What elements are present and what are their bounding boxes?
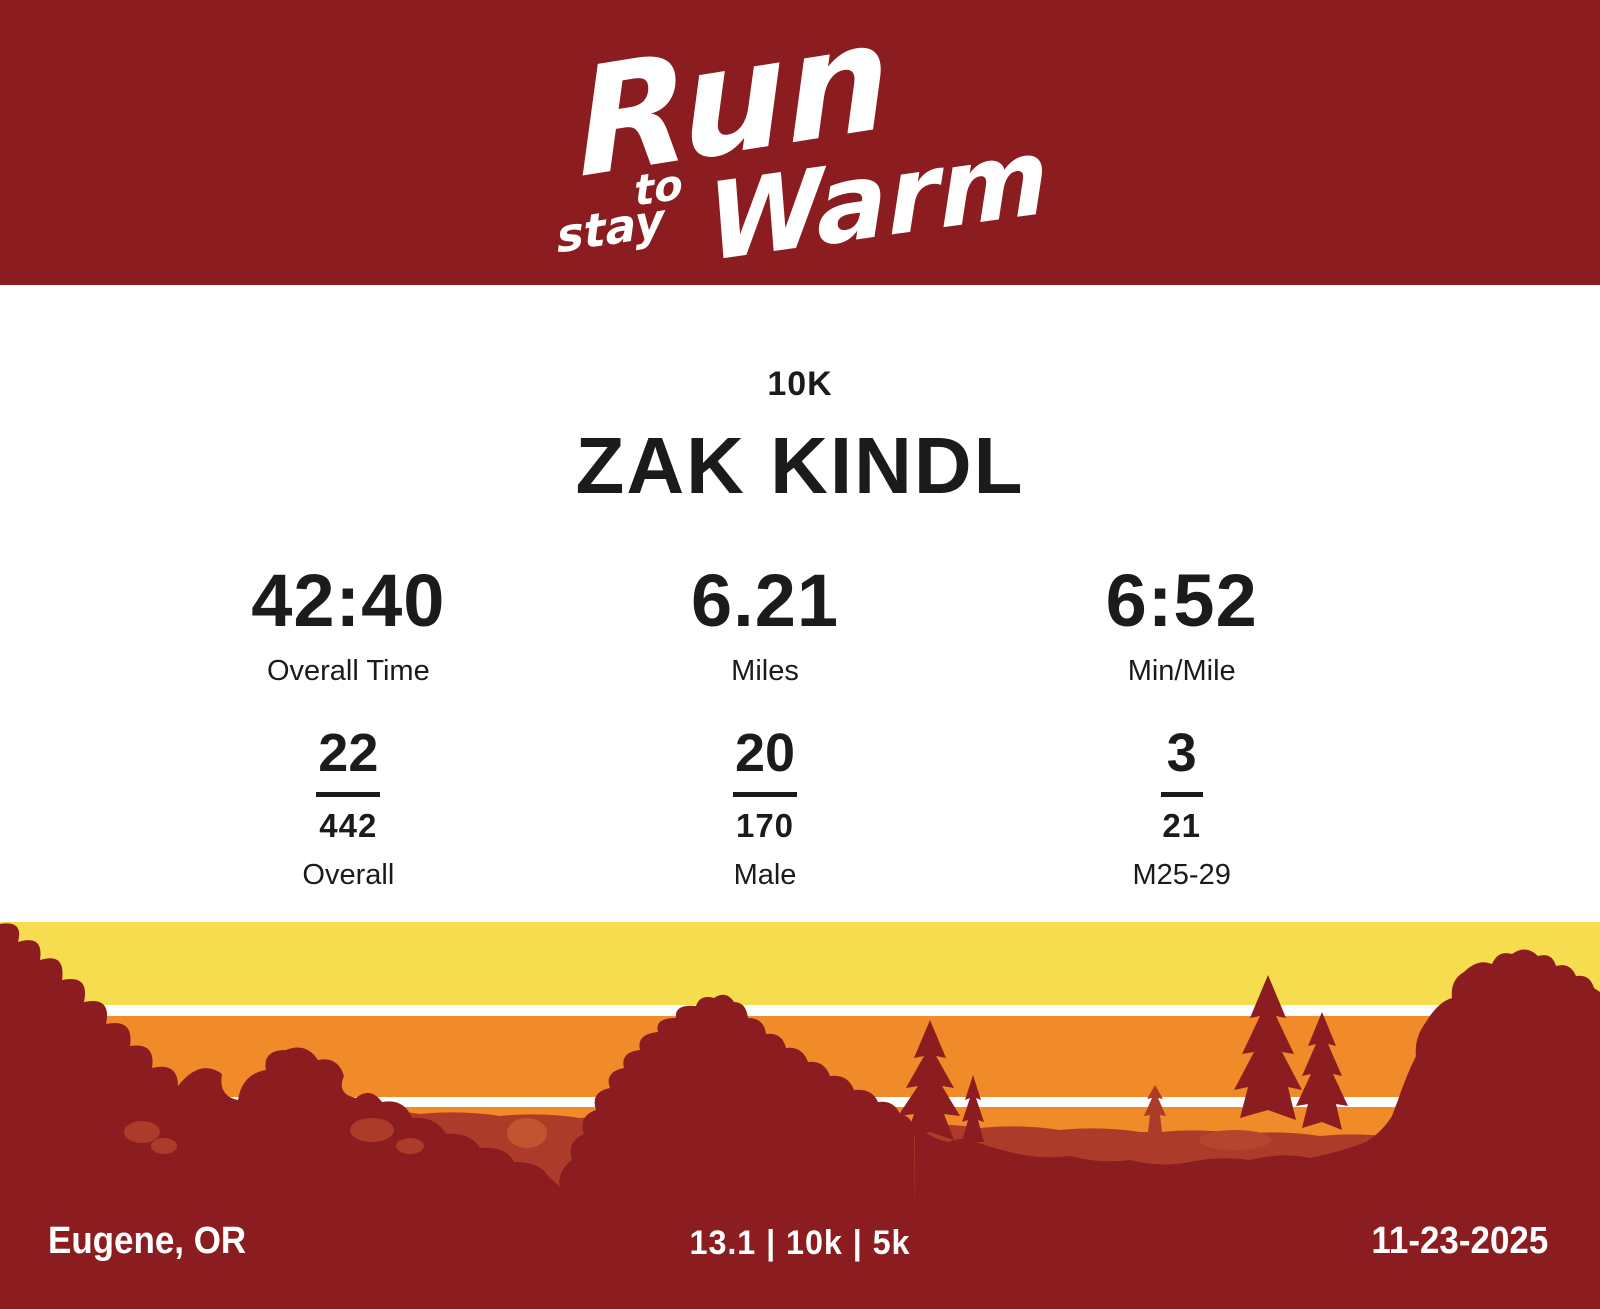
fraction-bar xyxy=(316,792,381,797)
stat-overall-time: 42:40 Overall Time xyxy=(140,558,557,688)
placements-row: 22 442 Overall 20 170 Male 3 21 M25-29 xyxy=(0,722,1600,892)
results-section: 10K ZAK KINDL 42:40 Overall Time 6.21 Mi… xyxy=(0,285,1600,892)
placement-label: M25-29 xyxy=(1132,859,1231,891)
footer-location: Eugene, OR xyxy=(48,1220,247,1262)
placement-rank: 22 xyxy=(318,723,379,783)
athlete-name: ZAK KINDL xyxy=(575,421,1025,510)
yellow-band xyxy=(0,922,1600,1005)
brick-leaf-detail xyxy=(151,1138,177,1154)
placement-total: 442 xyxy=(319,807,378,844)
placement-division: 3 21 M25-29 xyxy=(973,722,1390,892)
stat-label: Miles xyxy=(731,655,799,687)
pine-tree-silhouette xyxy=(1234,975,1302,1120)
placement-label: Male xyxy=(733,859,797,891)
center-bush-silhouette xyxy=(559,994,916,1309)
right-floor-and-rock-silhouette xyxy=(915,949,1600,1309)
placement-label: Overall xyxy=(302,859,395,891)
fraction-bar xyxy=(1160,792,1203,797)
placement-total: 21 xyxy=(1162,807,1202,844)
landscape-illustration: Eugene, OR 13.1 | 10k | 5k 11-23-2025 xyxy=(0,890,1600,1309)
brick-leaf-detail xyxy=(396,1138,424,1154)
placement-rank: 20 xyxy=(734,723,796,783)
stat-label: Min/Mile xyxy=(1127,655,1236,687)
stat-pace: 6:52 Min/Mile xyxy=(973,558,1390,688)
placement-rank: 3 xyxy=(1166,723,1197,783)
race-distance-label: 10K xyxy=(767,365,833,403)
stat-value: 42:40 xyxy=(251,559,446,642)
event-logo: Run to stay Warm xyxy=(0,0,1600,285)
pine-tree-silhouette xyxy=(962,1075,984,1142)
placement-gender: 20 170 Male xyxy=(557,722,974,892)
header-band: Run to stay Warm xyxy=(0,0,1600,285)
brick-leaf-detail xyxy=(350,1118,394,1142)
brick-leaf-detail xyxy=(124,1121,160,1143)
footer-date: 11-23-2025 xyxy=(1371,1220,1548,1262)
stats-row: 42:40 Overall Time 6.21 Miles 6:52 Min/M… xyxy=(0,558,1600,688)
stat-label: Overall Time xyxy=(266,655,430,687)
accent-blob xyxy=(1199,1130,1271,1150)
stat-value: 6.21 xyxy=(690,559,840,642)
placement-total: 170 xyxy=(735,807,795,844)
placement-overall: 22 442 Overall xyxy=(140,722,557,892)
fraction-bar xyxy=(733,792,797,797)
stat-miles: 6.21 Miles xyxy=(557,558,974,688)
left-bush-silhouette xyxy=(0,923,566,1309)
logo-word-stay: stay xyxy=(555,192,666,264)
accent-blob xyxy=(507,1118,547,1148)
sunset-forest-art xyxy=(0,922,1600,1309)
pine-tree-silhouette xyxy=(1296,1012,1348,1130)
footer-distances: 13.1 | 10k | 5k xyxy=(689,1224,911,1262)
stat-value: 6:52 xyxy=(1105,559,1258,642)
pine-tree-silhouette xyxy=(898,1020,960,1140)
